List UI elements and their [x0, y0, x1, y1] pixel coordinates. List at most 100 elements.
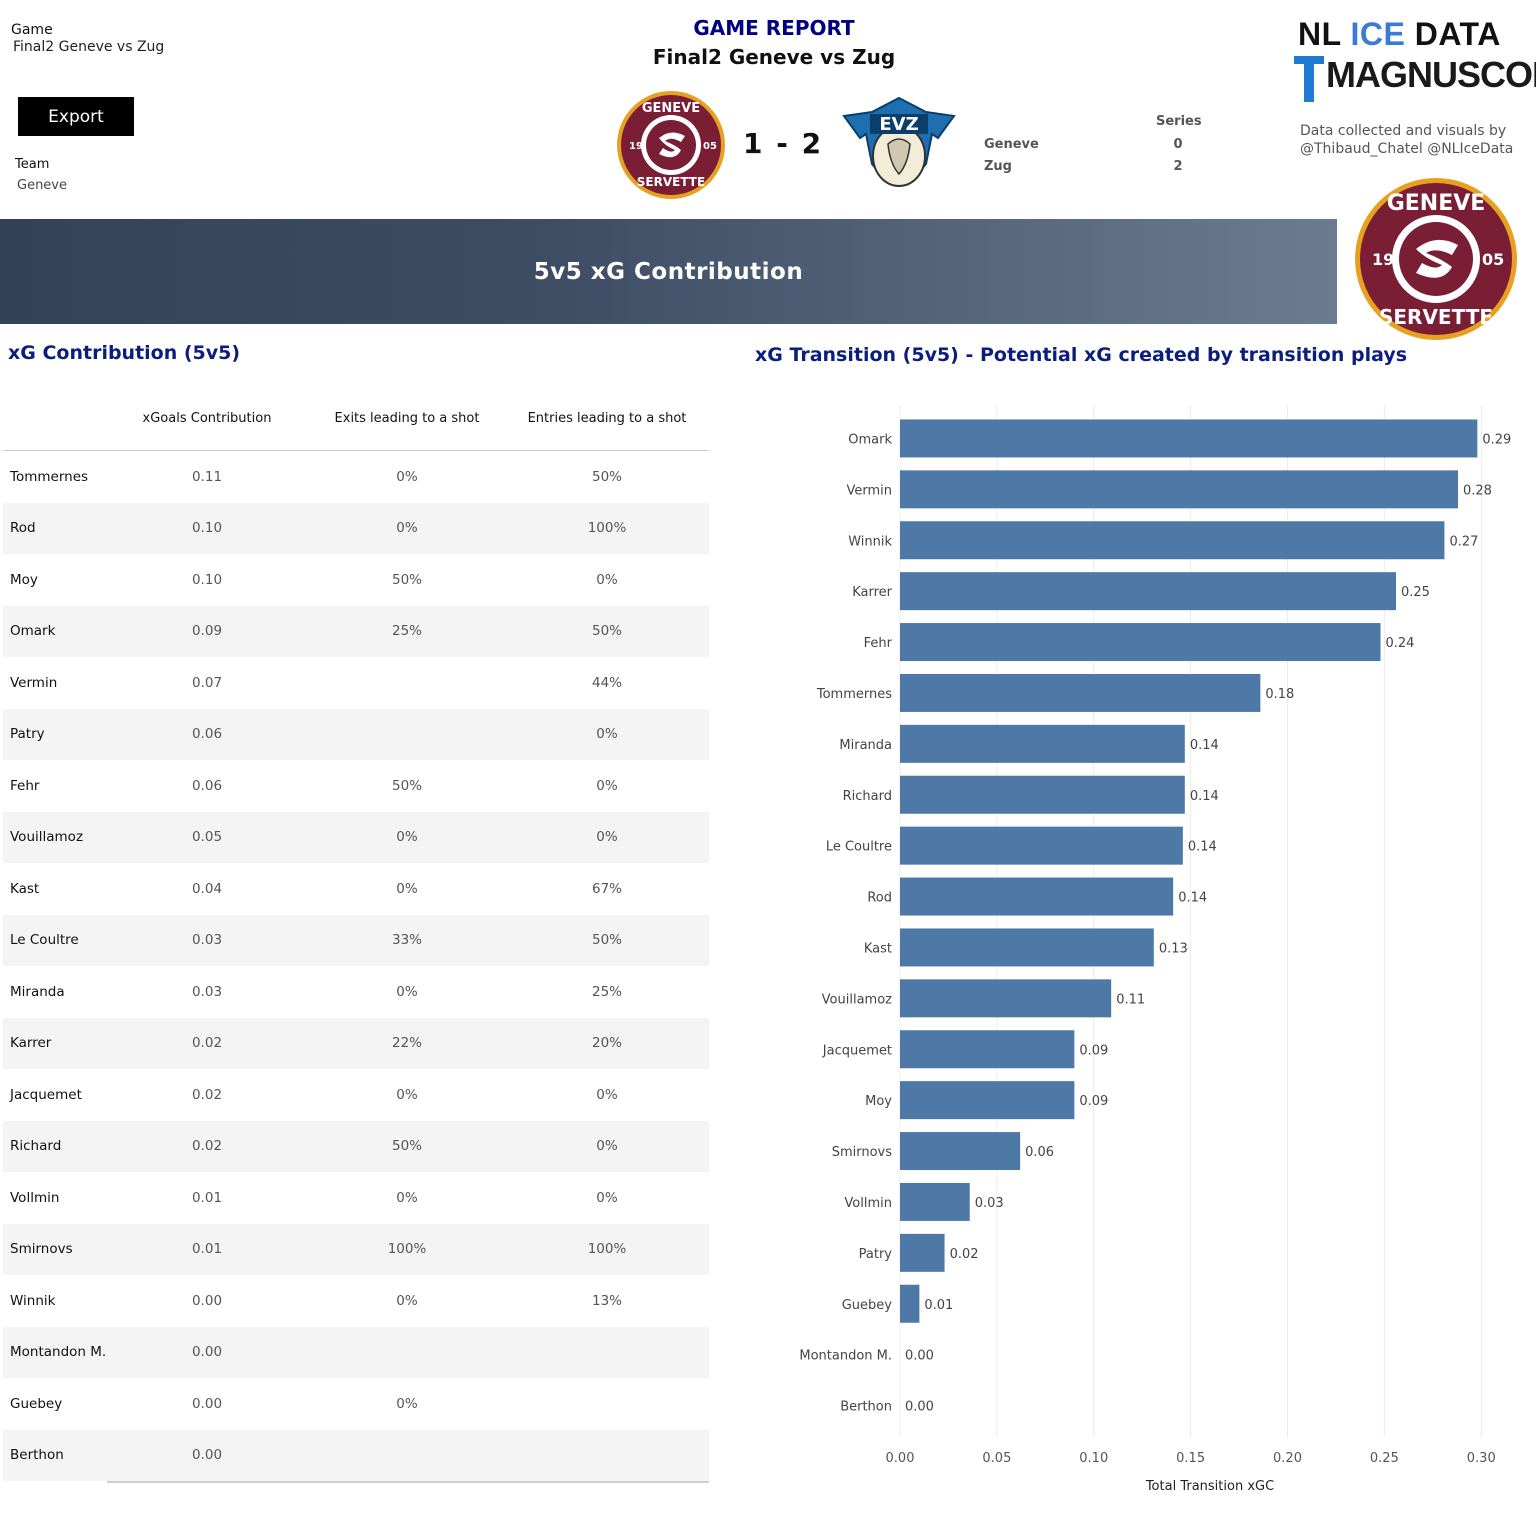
table-row[interactable]: Vouillamoz 0.05 0% 0%	[3, 811, 709, 863]
entries-value: 100%	[587, 1241, 627, 1258]
exits-value: 100%	[387, 1241, 427, 1258]
table-row[interactable]: Fehr 0.06 50% 0%	[3, 760, 709, 812]
table-row[interactable]: Montandon M. 0.00	[3, 1326, 709, 1378]
value-label: 0.06	[1025, 1145, 1054, 1160]
category-label: Moy	[865, 1094, 892, 1109]
bar[interactable]	[900, 470, 1458, 509]
bar[interactable]	[900, 928, 1154, 967]
table-row[interactable]: Miranda 0.03 0% 25%	[3, 966, 709, 1018]
xgc-value: 0.05	[191, 829, 223, 846]
geneve-logo-left-text: 19	[629, 141, 643, 152]
bar[interactable]	[900, 826, 1183, 865]
value-label: 0.25	[1401, 585, 1430, 600]
chart-title: xG Transition (5v5) - Potential xG creat…	[755, 344, 1408, 366]
category-label: Smirnovs	[832, 1145, 893, 1160]
player-name: Vermin	[10, 674, 58, 691]
table-row[interactable]: Patry 0.06 0%	[3, 708, 709, 760]
entries-value: 50%	[591, 623, 622, 640]
exits-value: 50%	[391, 1138, 422, 1155]
hockey-stick-icon	[1294, 56, 1324, 102]
bar[interactable]	[900, 521, 1445, 560]
bar[interactable]	[900, 1030, 1075, 1069]
entries-value: 13%	[591, 1292, 622, 1309]
exits-value: 22%	[391, 1035, 422, 1052]
entries-value: 25%	[591, 983, 622, 1000]
team-filter-value[interactable]: Geneve	[17, 178, 68, 193]
table-row[interactable]: Jacquemet 0.02 0% 0%	[3, 1069, 709, 1121]
value-label: 0.01	[924, 1298, 953, 1313]
game-score: 1 - 2	[743, 127, 824, 160]
xgc-value: 0.00	[191, 1344, 223, 1361]
entries-value: 0%	[596, 829, 618, 846]
entries-value: 0%	[596, 571, 618, 588]
col-header-entries[interactable]: Entries leading to a shot	[527, 410, 687, 426]
bar[interactable]	[900, 1132, 1021, 1171]
player-name: Vollmin	[10, 1189, 60, 1206]
entries-value: 44%	[591, 674, 622, 691]
player-name: Guebey	[10, 1395, 63, 1412]
exits-value: 0%	[396, 468, 418, 485]
exits-value: 0%	[396, 520, 418, 537]
value-label: 0.14	[1190, 738, 1219, 753]
bar[interactable]	[900, 1182, 970, 1221]
xgc-value: 0.10	[191, 571, 223, 588]
player-name: Moy	[10, 571, 38, 588]
bar[interactable]	[900, 877, 1174, 916]
game-filter-value[interactable]: Final2 Geneve vs Zug	[13, 39, 165, 55]
xgc-value: 0.03	[191, 983, 223, 1000]
table-row[interactable]: Berthon 0.00	[3, 1429, 709, 1481]
geneve-logo-icon: GENEVE SERVETTE 19 05	[617, 91, 725, 199]
bar[interactable]	[900, 1284, 920, 1323]
bar[interactable]	[900, 673, 1261, 712]
entries-value: 100%	[587, 520, 627, 537]
player-name: Patry	[10, 726, 45, 743]
exits-value: 0%	[396, 1292, 418, 1309]
bar[interactable]	[900, 1233, 945, 1272]
bar[interactable]	[900, 572, 1396, 611]
category-label: Guebey	[842, 1298, 893, 1313]
geneve-logo-large-bottom-text: SERVETTE	[1379, 305, 1493, 329]
table-row[interactable]: Vermin 0.07 44%	[3, 657, 709, 709]
bar[interactable]	[900, 419, 1478, 458]
table-row[interactable]: Richard 0.02 50% 0%	[3, 1120, 709, 1172]
table-row[interactable]: Guebey 0.00 0%	[3, 1378, 709, 1430]
table-row[interactable]: Tommernes 0.11 0% 50%	[3, 451, 709, 503]
report-title: GAME REPORT	[693, 16, 855, 40]
category-label: Le Coultre	[826, 840, 892, 855]
category-label: Vermin	[846, 483, 892, 498]
table-row[interactable]: Vollmin 0.01 0% 0%	[3, 1172, 709, 1224]
table-row[interactable]: Rod 0.10 0% 100%	[3, 502, 709, 554]
col-header-xgc[interactable]: xGoals Contribution	[142, 410, 272, 426]
bar[interactable]	[900, 1081, 1075, 1120]
category-label: Vollmin	[844, 1196, 892, 1211]
bar[interactable]	[900, 623, 1381, 662]
value-label: 0.28	[1463, 483, 1492, 498]
table-row[interactable]: Moy 0.10 50% 0%	[3, 554, 709, 606]
player-name: Fehr	[10, 777, 40, 794]
evz-logo-text: EVZ	[879, 114, 918, 135]
col-header-exits[interactable]: Exits leading to a shot	[334, 410, 480, 426]
player-name: Winnik	[10, 1292, 56, 1309]
credit-line-1: Data collected and visuals by	[1300, 123, 1507, 139]
bar[interactable]	[900, 775, 1185, 814]
value-label: 0.09	[1079, 1043, 1108, 1058]
exits-value: 0%	[396, 1395, 418, 1412]
category-label: Karrer	[852, 585, 892, 600]
table-row[interactable]: Karrer 0.02 22% 20%	[3, 1017, 709, 1069]
bar[interactable]	[900, 724, 1185, 763]
table-row[interactable]: Omark 0.09 25% 50%	[3, 605, 709, 657]
player-name: Richard	[10, 1138, 62, 1155]
export-button[interactable]: Export	[18, 97, 134, 136]
table-row[interactable]: Winnik 0.00 0% 13%	[3, 1275, 709, 1327]
xgc-value: 0.03	[191, 932, 223, 949]
x-tick-label: 0.25	[1370, 1451, 1399, 1466]
category-label: Rod	[867, 891, 892, 906]
table-body: Tommernes 0.11 0% 50% Rod 0.10 0% 100% Moy 0.10 50…	[3, 451, 709, 1481]
geneve-logo-large-right-text: 05	[1482, 250, 1504, 269]
table-row[interactable]: Kast 0.04 0% 67%	[3, 863, 709, 915]
table-row[interactable]: Smirnovs 0.01 100% 100%	[3, 1223, 709, 1275]
table-row[interactable]: Le Coultre 0.03 33% 50%	[3, 914, 709, 966]
category-label: Tommernes	[816, 687, 892, 702]
bar[interactable]	[900, 979, 1112, 1018]
player-name: Smirnovs	[10, 1241, 73, 1258]
